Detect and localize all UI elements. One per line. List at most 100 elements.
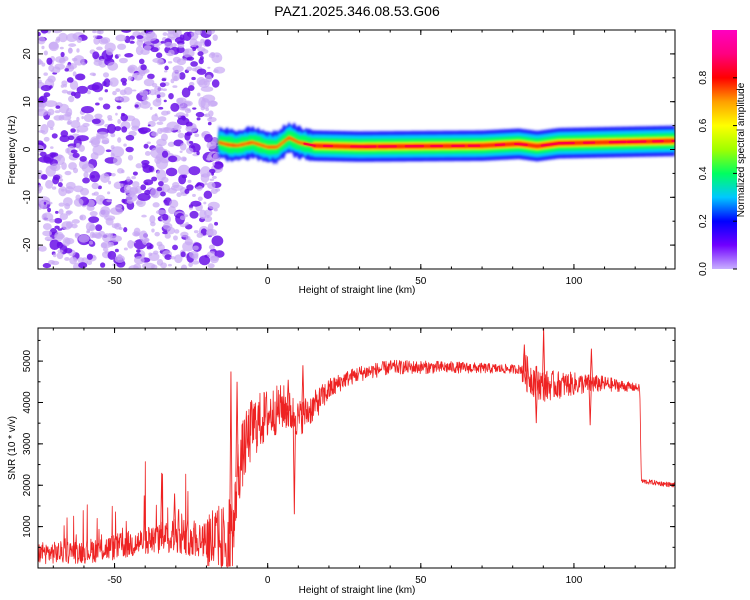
noise-blob [159, 82, 166, 88]
noise-blob [182, 157, 187, 162]
noise-blob [86, 260, 93, 266]
noise-blob [86, 228, 91, 233]
noise-blob [65, 210, 72, 216]
noise-blob [190, 61, 198, 67]
noise-blob [161, 150, 169, 158]
snr-plot-area [38, 328, 675, 568]
noise-blob [206, 228, 214, 237]
noise-blob [102, 103, 111, 110]
noise-blob [196, 232, 204, 238]
noise-blob [207, 121, 212, 126]
noise-blob [76, 116, 80, 122]
noise-blob [89, 224, 96, 231]
noise-blob [140, 184, 147, 191]
noise-blob [114, 126, 122, 132]
noise-blob [42, 223, 52, 231]
noise-blob [82, 177, 90, 184]
noise-blob [146, 141, 151, 145]
noise-blob [203, 201, 207, 205]
noise-blob [183, 48, 190, 55]
noise-blob [41, 212, 54, 222]
snr-spike [172, 493, 177, 536]
spectrogram-panel: -50 0 50 100 -20 -10 0 10 20 Height of straight… [7, 29, 676, 296]
noise-blob [58, 32, 68, 43]
noise-blob [192, 193, 196, 197]
noise-blob [213, 208, 218, 212]
snr-y-label: SNR (10 * v/v) [7, 416, 18, 480]
noise-blob [107, 114, 113, 120]
noise-blob [92, 35, 98, 38]
noise-blob [94, 113, 103, 119]
snr-xtick-label: 50 [415, 575, 427, 586]
noise-blob [155, 157, 169, 170]
noise-blob [209, 178, 215, 181]
noise-blob [162, 88, 167, 92]
noise-blob [42, 263, 52, 269]
noise-blob [125, 193, 138, 202]
noise-blob [68, 43, 77, 47]
noise-blob [38, 185, 44, 192]
spectrogram-ytick-label: -10 [22, 190, 33, 205]
noise-blob [160, 191, 166, 197]
noise-blob [211, 171, 215, 176]
noise-blob [89, 210, 98, 217]
noise-blob [212, 162, 216, 166]
noise-blob [151, 82, 158, 88]
noise-blob [158, 106, 164, 110]
noise-blob [76, 129, 80, 133]
noise-blob [46, 119, 55, 129]
snr-xtick-label: -50 [107, 575, 122, 586]
noise-blob [143, 78, 155, 87]
noise-blob [207, 201, 220, 210]
noise-blob [167, 30, 176, 35]
noise-blob [163, 70, 168, 73]
noise-blob [121, 126, 128, 133]
noise-blob [107, 123, 116, 134]
noise-blob [110, 146, 125, 158]
snr-spike [160, 472, 164, 538]
noise-blob [146, 242, 153, 248]
noise-blob [174, 229, 180, 234]
noise-blob [159, 127, 170, 133]
noise-blob [121, 30, 132, 33]
noise-blob [141, 214, 147, 218]
noise-blob [67, 47, 73, 54]
noise-blob [188, 32, 199, 41]
noise-blob [168, 92, 174, 100]
noise-blob [120, 113, 129, 122]
spectrogram-ridge [218, 121, 675, 165]
noise-blob [212, 34, 218, 42]
snr-spike [292, 415, 296, 515]
noise-blob [179, 142, 187, 151]
noise-blob [150, 188, 159, 198]
noise-blob [54, 217, 63, 224]
noise-blob [72, 71, 77, 77]
noise-blob [167, 263, 172, 267]
noise-blob [164, 41, 173, 48]
snr-y-ticks: 1000 2000 3000 4000 5000 [22, 339, 675, 569]
noise-blob [108, 180, 112, 185]
colorbar: 0.0 0.2 0.4 0.6 0.8 Normalized spectral ampl… [698, 30, 747, 276]
noise-blob [136, 39, 144, 47]
snr-spike [327, 383, 331, 390]
noise-blob [55, 210, 59, 214]
noise-blob [182, 100, 193, 107]
snr-xtick-label: 0 [265, 575, 271, 586]
ridge-peak [540, 142, 560, 147]
noise-blob [59, 46, 64, 50]
noise-blob [100, 262, 106, 268]
noise-blob [189, 38, 198, 48]
noise-blob [69, 80, 79, 90]
noise-blob [73, 198, 84, 207]
noise-blob [197, 51, 204, 57]
noise-blob [124, 53, 134, 58]
noise-blob [64, 111, 72, 117]
noise-blob [164, 65, 169, 71]
noise-blob [65, 221, 74, 229]
noise-blob [110, 132, 116, 138]
noise-blob [158, 180, 164, 187]
noise-blob [63, 197, 73, 207]
noise-blob [177, 43, 185, 49]
noise-blob [173, 235, 178, 241]
noise-blob [141, 240, 148, 243]
